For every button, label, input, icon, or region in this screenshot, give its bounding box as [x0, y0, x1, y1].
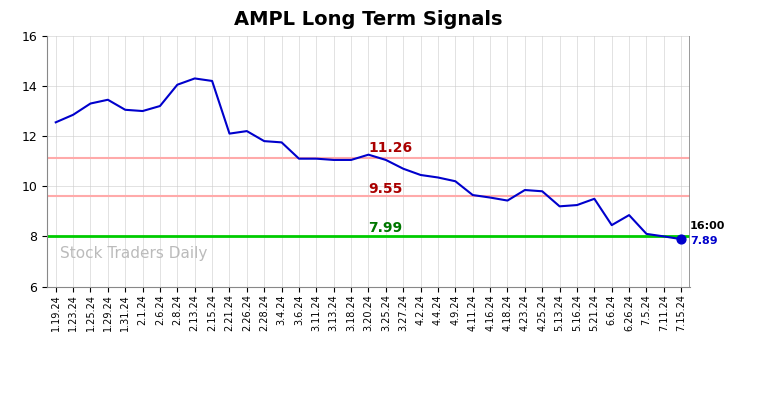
Text: 7.99: 7.99 [368, 221, 403, 235]
Text: 7.89: 7.89 [690, 236, 717, 246]
Point [675, 236, 688, 242]
Text: 11.26: 11.26 [368, 140, 412, 155]
Text: 16:00: 16:00 [690, 220, 725, 230]
Title: AMPL Long Term Signals: AMPL Long Term Signals [234, 10, 503, 29]
Text: Stock Traders Daily: Stock Traders Daily [60, 246, 207, 261]
Text: 9.55: 9.55 [368, 181, 403, 195]
